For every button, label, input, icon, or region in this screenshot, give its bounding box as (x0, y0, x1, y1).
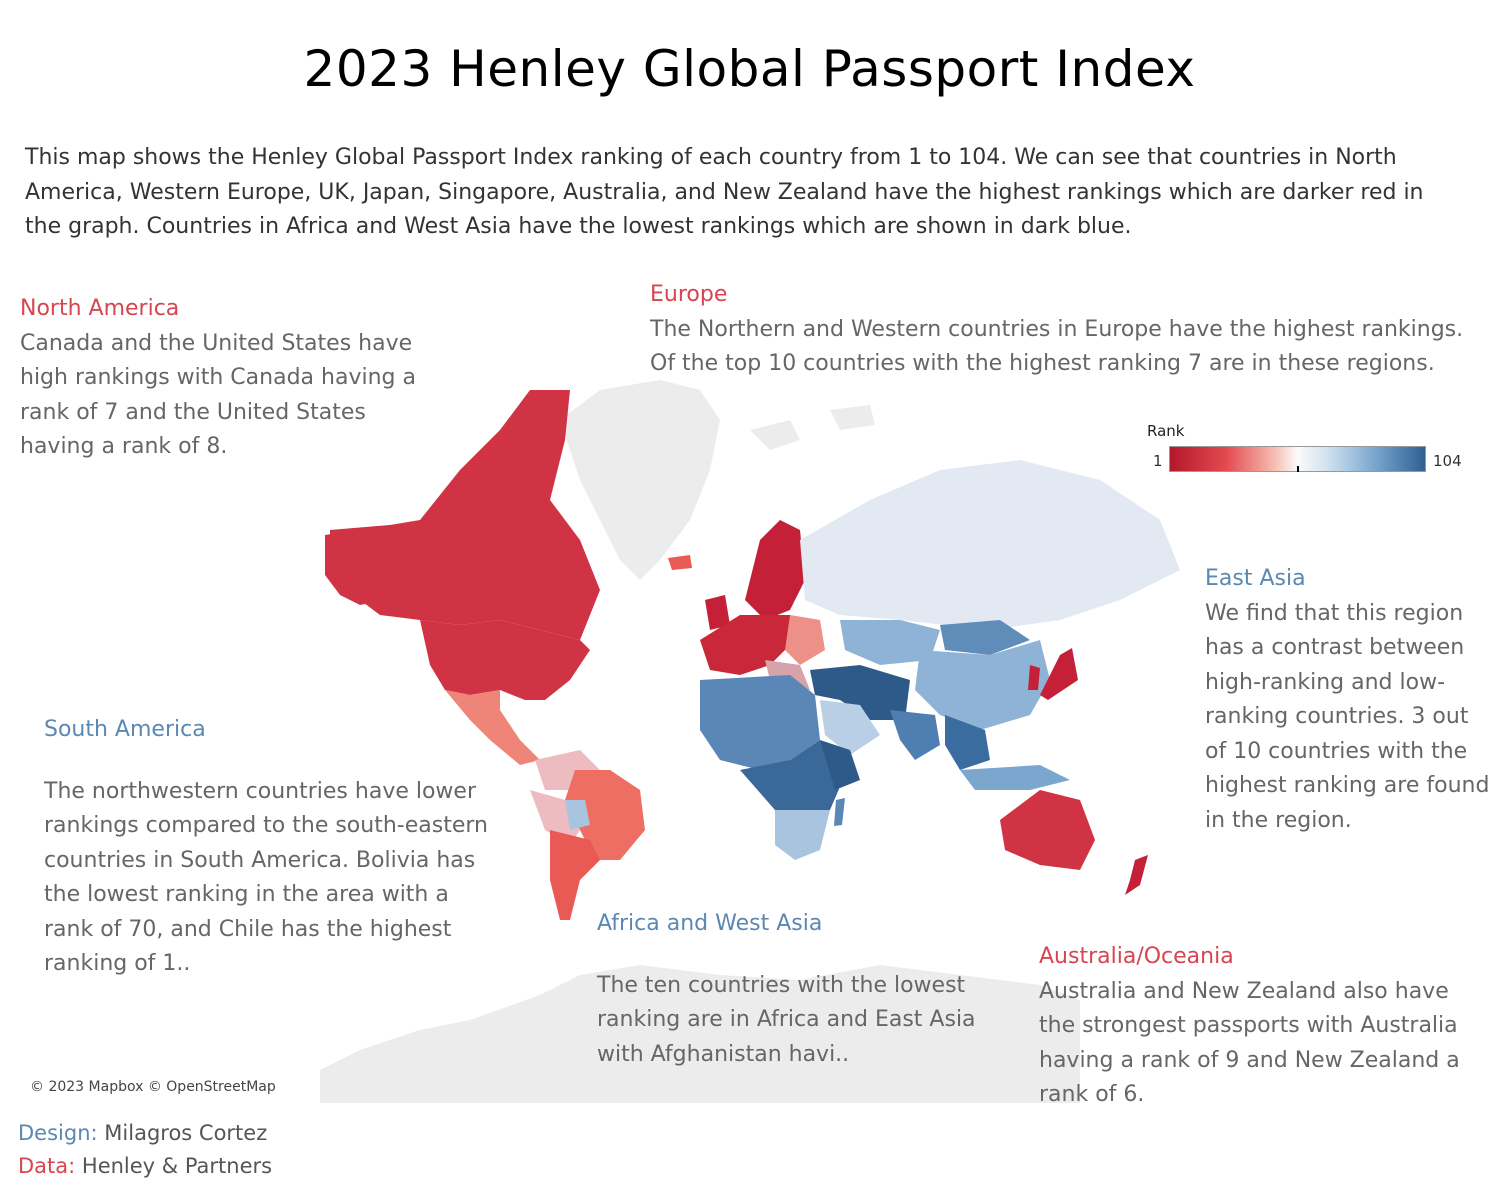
southeast-asia (945, 715, 990, 770)
legend-tick (1297, 466, 1299, 472)
annotation-heading: North America (20, 296, 180, 321)
legend-max-label: 104 (1433, 452, 1462, 470)
peru-bolivia (530, 790, 580, 845)
annotation-heading: Africa and West Asia (597, 911, 823, 936)
annotation-africa-west-asia: Africa and West Asia The ten countries w… (597, 907, 977, 1072)
arabian-peninsula (820, 700, 880, 755)
alaska-region (325, 525, 390, 605)
annotation-body: The Northern and Western countries in Eu… (650, 316, 1464, 377)
mexico-region (445, 690, 540, 765)
southern-africa (775, 810, 830, 860)
legend-min-label: 1 (1153, 452, 1163, 470)
design-label: Design: (18, 1121, 98, 1145)
korea-region (1028, 665, 1040, 690)
legend-title: Rank (1147, 422, 1185, 440)
scandinavia (745, 520, 805, 620)
annotation-body: The ten countries with the lowest rankin… (597, 972, 976, 1067)
west-europe (700, 615, 790, 675)
intro-description: This map shows the Henley Global Passpor… (25, 145, 1424, 239)
data-credit: Data: Henley & Partners (18, 1154, 272, 1178)
indonesia-region (960, 765, 1070, 790)
russia-region (800, 460, 1180, 630)
north-africa (700, 675, 820, 770)
design-credit: Design: Milagros Cortez (18, 1121, 267, 1145)
data-label: Data: (18, 1154, 76, 1178)
annotation-europe: Europe The Northern and Western countrie… (650, 278, 1490, 382)
design-value: Milagros Cortez (104, 1121, 268, 1145)
map-attribution[interactable]: © 2023 Mapbox © OpenStreetMap (24, 1076, 282, 1098)
annotation-body: Australia and New Zealand also have the … (1039, 978, 1460, 1108)
annotation-body: We find that this region has a contrast … (1205, 600, 1490, 833)
brazil-region (565, 770, 645, 860)
usa-region (420, 620, 590, 700)
annotation-heading: Australia/Oceania (1039, 944, 1234, 969)
annotation-heading: East Asia (1205, 566, 1306, 591)
bolivia-region (565, 800, 590, 830)
central-africa (740, 740, 845, 825)
annotation-east-asia: East Asia We find that this region has a… (1205, 562, 1490, 838)
iceland-region (668, 555, 692, 570)
annotation-body: Canada and the United States have high r… (20, 330, 416, 460)
australia-region (1000, 790, 1095, 870)
annotation-south-america: South America The northwestern countries… (44, 713, 489, 982)
mongolia-region (940, 620, 1030, 655)
india-region (890, 710, 940, 760)
madagascar-region (834, 798, 845, 826)
annotation-north-america: North America Canada and the United Stat… (20, 292, 440, 465)
annotation-heading: Europe (650, 282, 728, 307)
page-title: 2023 Henley Global Passport Index (303, 40, 1196, 98)
argentina-chile (550, 830, 600, 920)
uk-region (705, 595, 730, 630)
new-zealand-region (1125, 855, 1148, 895)
annotation-heading: South America (44, 717, 206, 742)
data-value: Henley & Partners (81, 1154, 273, 1178)
japan-region (1040, 648, 1078, 700)
annotation-oceania: Australia/Oceania Australia and New Zeal… (1039, 940, 1479, 1113)
greenland-region (560, 380, 720, 580)
china-region (915, 640, 1050, 730)
west-asia (810, 665, 910, 720)
canada-region (330, 390, 600, 640)
central-asia (840, 620, 940, 665)
east-africa (820, 740, 860, 790)
east-europe (785, 615, 825, 665)
annotation-body: The northwestern countries have lower ra… (44, 778, 488, 977)
arctic-islands (750, 405, 875, 450)
antarctica-region (320, 965, 1080, 1103)
